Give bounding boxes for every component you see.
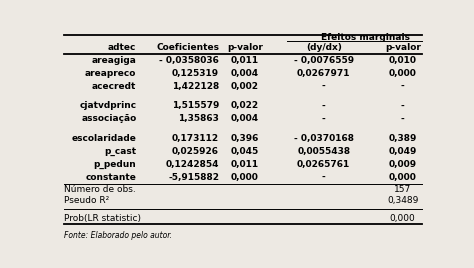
Text: (dy/dx): (dy/dx) xyxy=(306,43,342,52)
Text: 0,173112: 0,173112 xyxy=(172,134,219,143)
Text: -: - xyxy=(401,101,405,110)
Text: cjatvdprinc: cjatvdprinc xyxy=(79,101,137,110)
Text: 0,000: 0,000 xyxy=(389,173,417,182)
Text: 0,049: 0,049 xyxy=(389,147,417,156)
Text: 0,3489: 0,3489 xyxy=(387,196,419,205)
Text: 0,011: 0,011 xyxy=(231,56,259,65)
Text: 0,022: 0,022 xyxy=(231,101,259,110)
Text: p-valor: p-valor xyxy=(227,43,263,52)
Text: -: - xyxy=(322,173,326,182)
Text: Efeitos marginais: Efeitos marginais xyxy=(320,34,410,42)
Text: p_cast: p_cast xyxy=(104,147,137,156)
Text: - 0,0358036: - 0,0358036 xyxy=(159,56,219,65)
Text: p-valor: p-valor xyxy=(385,43,420,52)
Text: 0,004: 0,004 xyxy=(231,114,259,124)
Text: 0,010: 0,010 xyxy=(389,56,417,65)
Text: -5,915882: -5,915882 xyxy=(168,173,219,182)
Text: areapreco: areapreco xyxy=(85,69,137,78)
Text: acecredt: acecredt xyxy=(92,82,137,91)
Text: 0,396: 0,396 xyxy=(230,134,259,143)
Text: constante: constante xyxy=(85,173,137,182)
Text: 0,000: 0,000 xyxy=(389,69,417,78)
Text: 0,389: 0,389 xyxy=(389,134,417,143)
Text: 0,000: 0,000 xyxy=(390,214,416,223)
Text: 0,0265761: 0,0265761 xyxy=(297,160,350,169)
Text: 0,045: 0,045 xyxy=(231,147,259,156)
Text: 0,009: 0,009 xyxy=(389,160,417,169)
Text: Coeficientes: Coeficientes xyxy=(156,43,219,52)
Text: 0,004: 0,004 xyxy=(231,69,259,78)
Text: -: - xyxy=(401,82,405,91)
Text: -: - xyxy=(322,101,326,110)
Text: 157: 157 xyxy=(394,185,411,194)
Text: 0,0267971: 0,0267971 xyxy=(297,69,350,78)
Text: 1,422128: 1,422128 xyxy=(172,82,219,91)
Text: -: - xyxy=(401,114,405,124)
Text: 0,002: 0,002 xyxy=(231,82,259,91)
Text: Pseudo R²: Pseudo R² xyxy=(64,196,109,205)
Text: associação: associação xyxy=(81,114,137,124)
Text: adtec: adtec xyxy=(108,43,137,52)
Text: 0,025926: 0,025926 xyxy=(172,147,219,156)
Text: p_pedun: p_pedun xyxy=(94,160,137,169)
Text: escolaridade: escolaridade xyxy=(72,134,137,143)
Text: - 0,0370168: - 0,0370168 xyxy=(294,134,354,143)
Text: Prob(LR statistic): Prob(LR statistic) xyxy=(64,214,141,223)
Text: Fonte: Elaborado pelo autor.: Fonte: Elaborado pelo autor. xyxy=(64,231,172,240)
Text: -: - xyxy=(322,82,326,91)
Text: Número de obs.: Número de obs. xyxy=(64,185,136,194)
Text: 1,515579: 1,515579 xyxy=(172,101,219,110)
Text: 0,011: 0,011 xyxy=(231,160,259,169)
Text: 1,35863: 1,35863 xyxy=(178,114,219,124)
Text: -: - xyxy=(322,114,326,124)
Text: areagiga: areagiga xyxy=(91,56,137,65)
Text: - 0,0076559: - 0,0076559 xyxy=(294,56,354,65)
Text: 0,1242854: 0,1242854 xyxy=(165,160,219,169)
Text: 0,125319: 0,125319 xyxy=(172,69,219,78)
Text: 0,000: 0,000 xyxy=(231,173,259,182)
Text: 0,0055438: 0,0055438 xyxy=(297,147,350,156)
